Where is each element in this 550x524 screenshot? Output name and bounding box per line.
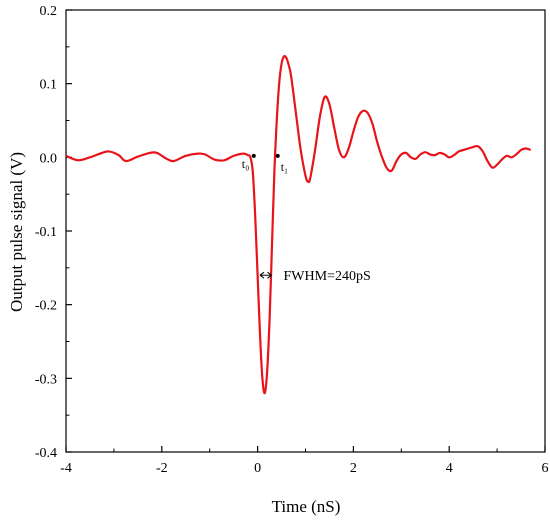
- y-tick-label: 0.0: [40, 151, 58, 166]
- t0-marker: [251, 153, 256, 158]
- x-tick-label: 0: [254, 461, 261, 476]
- t0-label: t₀: [242, 157, 250, 171]
- y-tick-label: 0.2: [40, 4, 58, 19]
- x-axis-ticks: -4 -2 0 2 4 6: [60, 446, 549, 476]
- y-tick-label: 0.1: [40, 78, 58, 93]
- t1-label: t₁: [281, 160, 289, 174]
- y-tick-label: -0.2: [35, 299, 57, 314]
- fwhm-arrow-head-right: [267, 271, 272, 279]
- x-tick-label: 6: [542, 461, 549, 476]
- fwhm-label: FWHM=240pS: [283, 269, 370, 284]
- x-axis-label: Time (nS): [272, 497, 341, 516]
- x-tick-label: 4: [446, 461, 453, 476]
- y-axis-label: Output pulse signal (V): [7, 152, 26, 312]
- t1-marker: [275, 153, 280, 158]
- series-layer: [65, 54, 532, 395]
- x-tick-label: -2: [156, 461, 168, 476]
- x-tick-label: 2: [350, 461, 357, 476]
- y-axis-ticks: 0.2 0.1 0.0 -0.1 -0.2 -0.3 -0.4: [35, 4, 72, 461]
- annotation-layer: t₀ t₁ FWHM=240pS: [242, 153, 371, 284]
- series-line-0: [65, 54, 532, 395]
- x-tick-label: -4: [60, 461, 72, 476]
- y-tick-label: -0.1: [35, 225, 57, 240]
- y-tick-label: -0.3: [35, 372, 57, 387]
- fwhm-arrow-head-left: [259, 271, 265, 279]
- y-tick-label: -0.4: [35, 446, 57, 461]
